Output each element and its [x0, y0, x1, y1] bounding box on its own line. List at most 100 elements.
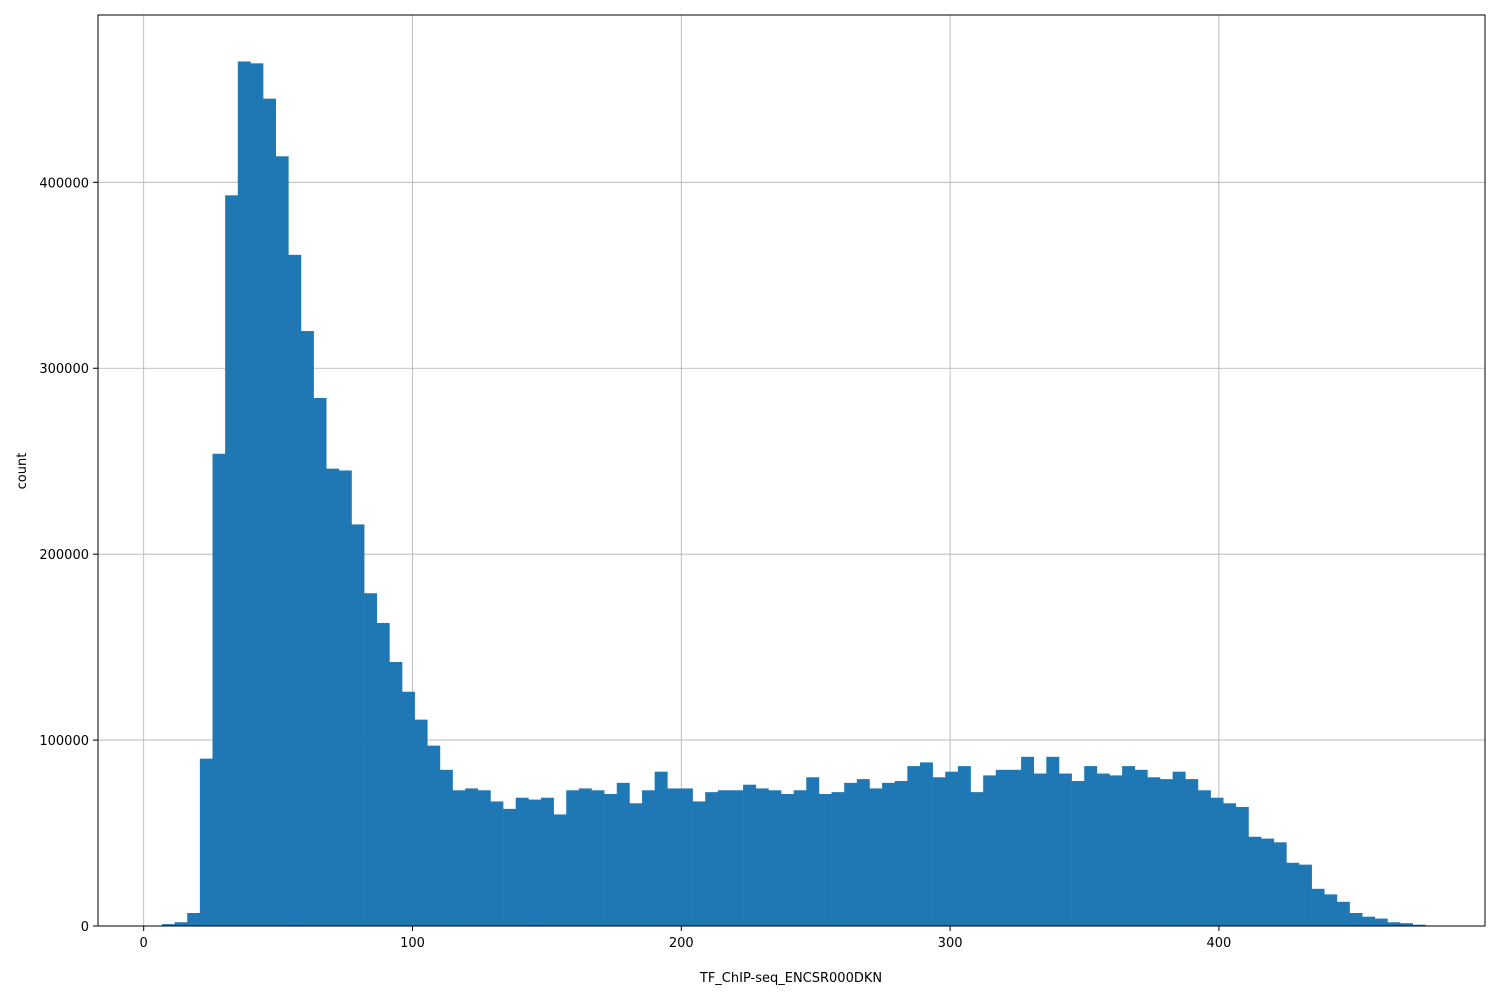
histogram-bar-87: [1261, 838, 1275, 926]
histogram-bar-77: [1134, 769, 1148, 926]
histogram-bar-14: [338, 470, 352, 926]
histogram-bar-37: [629, 803, 643, 926]
x-axis-label: TF_ChIP-seq_ENCSR000DKN: [699, 971, 882, 986]
histogram-bar-83: [1210, 797, 1224, 926]
histogram-bar-72: [1071, 780, 1085, 926]
histogram-bar-98: [1400, 923, 1413, 926]
histogram-bar-0: [161, 924, 175, 926]
histogram-bar-39: [654, 771, 668, 926]
histogram-bar-10: [288, 254, 302, 926]
histogram-bar-27: [503, 808, 517, 926]
histogram-bar-51: [806, 777, 820, 926]
histogram-bar-53: [831, 792, 845, 926]
histogram-bar-50: [793, 790, 807, 926]
histogram-bar-16: [364, 593, 378, 926]
histogram-bar-67: [1008, 769, 1022, 926]
histogram-bar-34: [591, 790, 605, 926]
histogram-bar-54: [844, 782, 858, 926]
histogram-bar-21: [427, 745, 441, 926]
y-tick-label-1: 100000: [39, 734, 89, 749]
histogram-bar-81: [1185, 779, 1199, 926]
histogram-bar-74: [1096, 773, 1110, 926]
histogram-bar-44: [717, 790, 731, 926]
histogram-bar-7: [250, 63, 264, 927]
histogram-bar-92: [1324, 894, 1338, 926]
y-tick-label-0: 0: [81, 920, 89, 935]
histogram-bar-68: [1021, 756, 1034, 926]
y-tick-label-2: 200000: [39, 548, 89, 563]
histogram-bar-66: [995, 769, 1009, 926]
histogram-bar-69: [1033, 773, 1047, 926]
histogram-bar-19: [402, 691, 415, 926]
histogram-bar-18: [389, 661, 403, 926]
histogram-bar-94: [1349, 912, 1363, 926]
x-tick-label-2: 200: [669, 936, 694, 951]
histogram-bar-6: [237, 61, 251, 926]
histogram-bar-28: [515, 797, 529, 926]
histogram-bar-5: [225, 195, 239, 926]
histogram-bar-96: [1374, 918, 1388, 926]
histogram-bar-78: [1147, 777, 1161, 926]
histogram-bar-79: [1160, 779, 1173, 926]
histogram-bar-85: [1235, 807, 1249, 926]
histogram-bar-49: [781, 793, 794, 926]
histogram-bar-59: [907, 766, 921, 926]
histogram-bar-52: [818, 793, 832, 926]
histogram-bar-4: [212, 453, 226, 926]
histogram-bar-12: [313, 397, 327, 927]
histogram-bar-9: [275, 156, 289, 926]
histogram-bar-58: [894, 780, 908, 926]
x-tick-label-0: 0: [140, 936, 148, 951]
histogram-bar-70: [1046, 756, 1060, 926]
histogram-bar-56: [869, 788, 883, 926]
histogram-bar-91: [1311, 888, 1325, 926]
histogram-bar-40: [667, 788, 681, 926]
histogram-bar-73: [1084, 766, 1098, 926]
histogram-bar-95: [1362, 916, 1376, 926]
histogram-bar-62: [945, 771, 959, 926]
histogram-bar-48: [768, 790, 782, 926]
histogram-bars: [161, 61, 1426, 927]
histogram-bar-36: [616, 782, 630, 926]
histogram-bar-3: [199, 758, 213, 926]
histogram-bar-75: [1109, 775, 1123, 926]
histogram-bar-43: [705, 792, 719, 926]
histogram-bar-93: [1336, 901, 1350, 926]
histogram-bar-65: [983, 775, 997, 926]
x-tick-label-1: 100: [400, 936, 425, 951]
histogram-bar-82: [1197, 790, 1211, 926]
histogram-bar-71: [1058, 773, 1072, 926]
histogram-bar-76: [1122, 766, 1136, 926]
histogram-bar-38: [642, 790, 655, 926]
histogram-bar-11: [300, 331, 314, 926]
histogram-bar-23: [452, 790, 466, 926]
x-tick-label-3: 300: [938, 936, 963, 951]
histogram-bar-30: [540, 797, 554, 926]
histogram-bar-45: [730, 790, 744, 926]
histogram-bar-29: [528, 799, 542, 926]
y-tick-label-3: 300000: [39, 362, 89, 377]
histogram-bar-22: [439, 769, 453, 926]
histogram-bar-89: [1286, 862, 1300, 926]
histogram-bar-61: [932, 777, 946, 926]
histogram-bar-88: [1273, 842, 1287, 926]
histogram-bar-1: [174, 922, 188, 926]
histogram-bar-47: [755, 788, 769, 926]
histogram-bar-2: [187, 912, 201, 926]
histogram-bar-41: [679, 788, 693, 926]
histogram-bar-57: [882, 782, 896, 926]
histogram-bar-97: [1387, 922, 1401, 926]
histogram-bar-32: [566, 790, 580, 926]
histogram-bar-80: [1172, 771, 1186, 926]
histogram-bar-99: [1412, 924, 1426, 926]
x-axis-ticks: 0 100 200 300 400: [140, 926, 1231, 951]
histogram-bar-8: [263, 98, 276, 926]
histogram-bar-42: [692, 801, 706, 926]
y-axis-label: count: [15, 453, 30, 490]
histogram-bar-55: [856, 779, 870, 926]
histogram-bar-17: [376, 622, 390, 926]
y-tick-label-4: 400000: [39, 176, 89, 191]
histogram-bar-84: [1223, 803, 1237, 926]
histogram-bar-86: [1248, 836, 1262, 926]
histogram-bar-13: [326, 468, 340, 926]
